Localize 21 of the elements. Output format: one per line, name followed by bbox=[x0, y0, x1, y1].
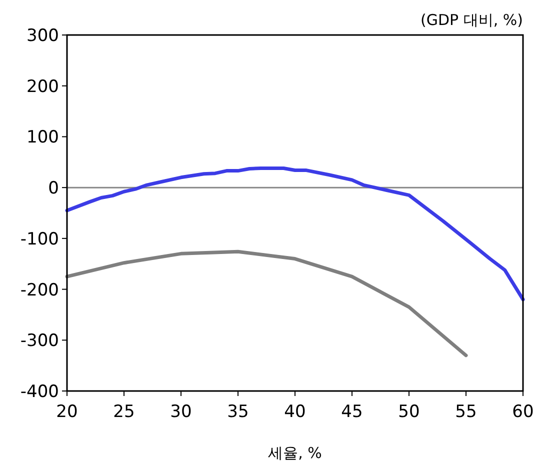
x-tick-label: 50 bbox=[398, 402, 420, 422]
x-tick-label: 35 bbox=[227, 402, 249, 422]
x-tick-label: 55 bbox=[455, 402, 477, 422]
x-tick-label: 30 bbox=[170, 402, 192, 422]
x-tick-label: 60 bbox=[512, 402, 534, 422]
y-tick-label: -200 bbox=[20, 280, 59, 300]
line-series bbox=[65, 250, 468, 358]
y-tick-label: 0 bbox=[48, 178, 59, 199]
y-axis-title: (GDP 대비, %) bbox=[420, 11, 523, 29]
x-tick-label: 25 bbox=[113, 402, 135, 422]
x-tick-label: 20 bbox=[56, 402, 78, 422]
x-axis-title: 세율, % bbox=[268, 444, 322, 462]
line-series bbox=[65, 166, 525, 302]
y-tick-label: 300 bbox=[26, 26, 59, 46]
y-tick-label: 200 bbox=[26, 76, 59, 97]
y-tick-label: -400 bbox=[20, 382, 59, 402]
x-tick-label: 45 bbox=[341, 402, 363, 422]
x-tick-label: 40 bbox=[284, 402, 306, 422]
y-tick-label: -300 bbox=[20, 331, 59, 352]
y-tick-label: 100 bbox=[26, 128, 59, 148]
y-tick-label: -100 bbox=[20, 229, 59, 250]
